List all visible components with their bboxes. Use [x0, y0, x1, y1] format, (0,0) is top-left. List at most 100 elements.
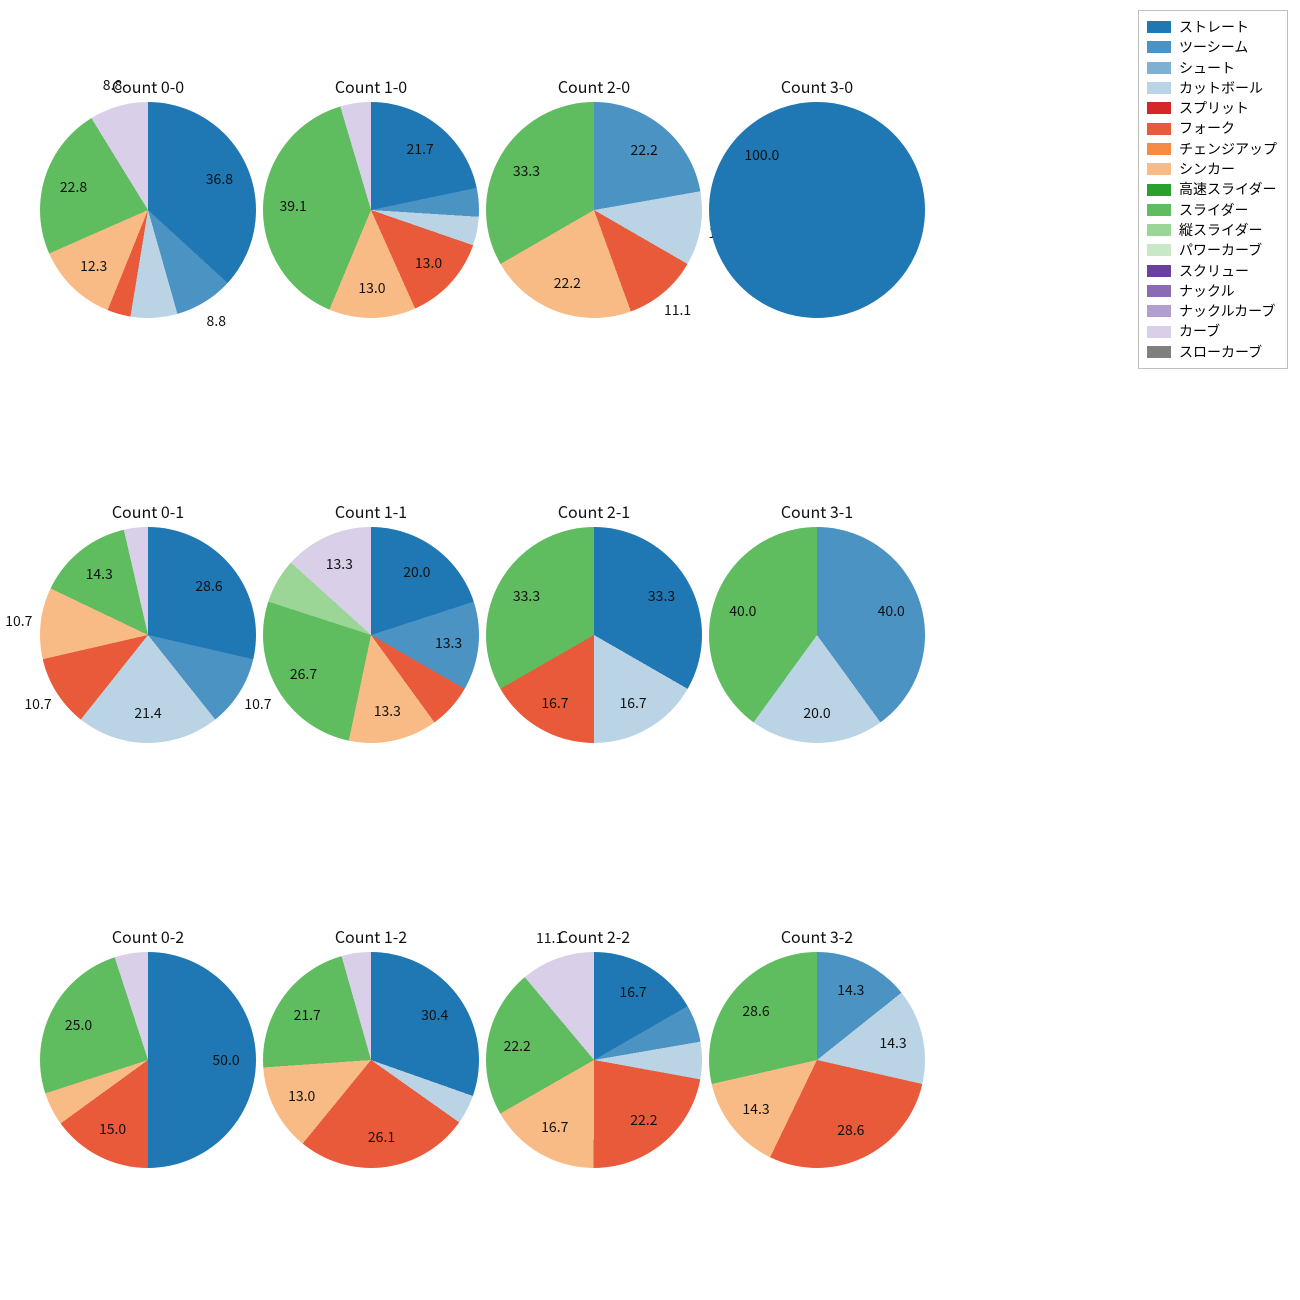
legend-swatch: [1147, 163, 1171, 175]
slice-label: 13.0: [358, 278, 385, 298]
slice-label: 22.2: [504, 1036, 531, 1056]
pie-chart: Count 3-0100.0: [707, 100, 927, 320]
legend-item-screw: スクリュー: [1147, 261, 1277, 281]
pie-chart: Count 3-214.314.328.614.328.6: [707, 950, 927, 1170]
slice-label: 40.0: [729, 601, 756, 621]
legend-swatch: [1147, 265, 1171, 277]
slice-label: 36.8: [206, 169, 233, 189]
slice-label: 21.7: [294, 1005, 321, 1025]
pie-disc: [709, 952, 925, 1168]
chart-title: Count 1-0: [261, 74, 481, 98]
legend-swatch: [1147, 123, 1171, 135]
legend-label: チェンジアップ: [1179, 139, 1277, 159]
pie-chart: Count 1-120.013.313.326.713.3: [261, 525, 481, 745]
legend-label: 高速スライダー: [1179, 179, 1276, 199]
slice-label: 16.7: [541, 693, 568, 713]
slice-label: 11.1: [536, 928, 563, 948]
pie-chart: Count 2-133.316.716.733.3: [484, 525, 704, 745]
pie-chart: Count 0-250.015.025.0: [38, 950, 258, 1170]
slice-label: 28.6: [837, 1120, 864, 1140]
chart-title: Count 2-1: [484, 499, 704, 523]
legend-item-knuckle: ナックル: [1147, 281, 1277, 301]
legend-label: スローカーブ: [1179, 342, 1262, 362]
slice-label: 20.0: [803, 703, 830, 723]
slice-label: 22.2: [554, 273, 581, 293]
legend-label: 縦スライダー: [1179, 220, 1262, 240]
chart-title: Count 0-0: [38, 74, 258, 98]
legend-label: フォーク: [1179, 118, 1235, 138]
legend-item-two_seam: ツーシーム: [1147, 37, 1277, 57]
slice-label: 13.3: [435, 633, 462, 653]
slice-label: 14.3: [86, 564, 113, 584]
legend-label: スライダー: [1179, 200, 1248, 220]
legend-label: ストレート: [1179, 17, 1249, 37]
legend-label: スクリュー: [1179, 261, 1249, 281]
pie-chart: Count 3-140.020.040.0: [707, 525, 927, 745]
slice-label: 21.7: [407, 139, 434, 159]
legend-label: ツーシーム: [1179, 37, 1248, 57]
legend-item-fork: フォーク: [1147, 118, 1277, 138]
legend-item-changeup: チェンジアップ: [1147, 139, 1277, 159]
slice-label: 33.3: [513, 586, 540, 606]
chart-title: Count 0-1: [38, 499, 258, 523]
legend-swatch: [1147, 204, 1171, 216]
slice-label: 12.3: [80, 256, 107, 276]
legend-label: パワーカーブ: [1179, 240, 1262, 260]
chart-title: Count 3-0: [707, 74, 927, 98]
legend-item-curve: カーブ: [1147, 321, 1277, 341]
pie-disc: [709, 102, 925, 318]
legend-label: スプリット: [1179, 98, 1249, 118]
slice-label: 22.8: [60, 177, 87, 197]
slice-label: 8.8: [207, 311, 226, 331]
legend-swatch: [1147, 21, 1171, 33]
chart-title: Count 0-2: [38, 924, 258, 948]
slice-label: 13.3: [374, 701, 401, 721]
legend-swatch: [1147, 184, 1171, 196]
legend-item-power_curve: パワーカーブ: [1147, 240, 1277, 260]
slice-label: 13.0: [415, 253, 442, 273]
pie-chart: Count 2-216.722.216.722.211.1: [484, 950, 704, 1170]
slice-label: 15.0: [99, 1119, 126, 1139]
slice-label: 14.3: [742, 1099, 769, 1119]
legend-label: ナックル: [1179, 281, 1235, 301]
slice-label: 26.7: [290, 664, 317, 684]
legend-swatch: [1147, 326, 1171, 338]
slice-label: 13.0: [288, 1086, 315, 1106]
chart-title: Count 1-2: [261, 924, 481, 948]
pie-chart: Count 1-021.713.013.039.1: [261, 100, 481, 320]
legend-item-sinker: シンカー: [1147, 159, 1277, 179]
slice-label: 50.0: [212, 1050, 239, 1070]
legend: ストレートツーシームシュートカットボールスプリットフォークチェンジアップシンカー…: [1138, 10, 1288, 369]
legend-label: シュート: [1179, 58, 1235, 78]
legend-item-slow_curve: スローカーブ: [1147, 342, 1277, 362]
slice-label: 8.8: [103, 75, 122, 95]
pie-disc: [486, 102, 702, 318]
chart-title: Count 1-1: [261, 499, 481, 523]
legend-item-fast_slider: 高速スライダー: [1147, 179, 1277, 199]
pie-chart: Count 0-036.88.812.322.88.8: [38, 100, 258, 320]
legend-item-split: スプリット: [1147, 98, 1277, 118]
pie-chart: Count 2-022.211.111.122.233.3: [484, 100, 704, 320]
slice-label: 16.7: [541, 1117, 568, 1137]
legend-item-shoot: シュート: [1147, 58, 1277, 78]
slice-label: 11.1: [664, 300, 691, 320]
slice-label: 16.7: [619, 982, 646, 1002]
legend-label: カーブ: [1179, 321, 1220, 341]
legend-item-v_slider: 縦スライダー: [1147, 220, 1277, 240]
legend-item-cutball: カットボール: [1147, 78, 1277, 98]
chart-title: Count 2-0: [484, 74, 704, 98]
slice-label: 33.3: [513, 161, 540, 181]
pie-disc: [486, 952, 702, 1168]
slice-label: 28.6: [195, 576, 222, 596]
legend-label: ナックルカーブ: [1179, 301, 1275, 321]
chart-title: Count 3-2: [707, 924, 927, 948]
chart-grid: ストレートツーシームシュートカットボールスプリットフォークチェンジアップシンカー…: [0, 0, 1300, 1300]
legend-swatch: [1147, 41, 1171, 53]
pie-chart: Count 1-230.426.113.021.7: [261, 950, 481, 1170]
legend-item-knuckle_curve: ナックルカーブ: [1147, 301, 1277, 321]
legend-label: シンカー: [1179, 159, 1235, 179]
legend-swatch: [1147, 305, 1171, 317]
legend-swatch: [1147, 82, 1171, 94]
slice-label: 100.0: [744, 145, 779, 165]
slice-label: 14.3: [837, 980, 864, 1000]
